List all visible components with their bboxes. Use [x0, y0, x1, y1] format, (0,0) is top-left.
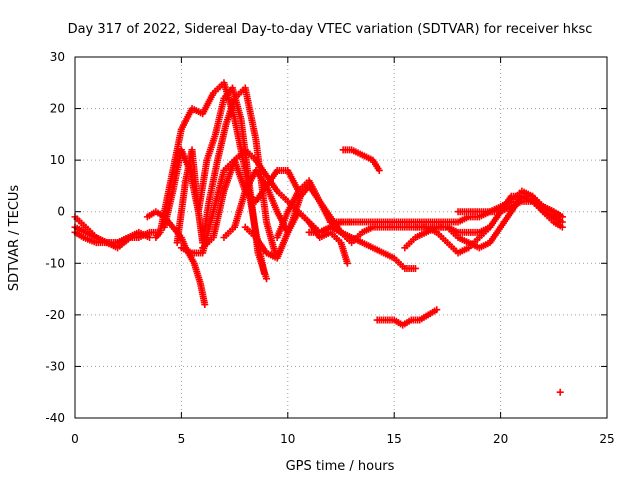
y-axis-ticks: -40 -30 -20 -10 0 10 20 30 [45, 50, 607, 425]
y-tick-label: 30 [50, 50, 65, 64]
data-points [71, 79, 566, 396]
y-tick-label: 20 [50, 102, 65, 116]
x-tick-label: 10 [280, 432, 295, 446]
series-arc-14 [339, 146, 383, 174]
data-point [556, 388, 564, 396]
chart-title: Day 317 of 2022, Sidereal Day-to-day VTE… [68, 22, 593, 37]
data-point [263, 275, 271, 283]
data-point [558, 223, 566, 231]
series-arc-17 [401, 192, 566, 252]
x-axis-label: GPS time / hours [286, 459, 395, 474]
data-point [126, 234, 134, 241]
y-tick-label: -10 [45, 256, 65, 270]
series-arc-20 [556, 388, 564, 396]
series-arc-2 [71, 223, 164, 247]
x-tick-label: 25 [599, 432, 614, 446]
series-arc-13 [305, 223, 419, 272]
series-arc-19 [454, 187, 566, 221]
y-tick-label: -40 [45, 411, 65, 425]
x-tick-label: 20 [493, 432, 508, 446]
plot-frame [74, 56, 608, 419]
series-arc-4 [143, 208, 209, 309]
y-tick-label: 0 [57, 205, 65, 219]
x-axis-ticks: 0 5 10 15 20 25 [71, 57, 615, 446]
series-arc-6 [160, 84, 271, 283]
series-arc-18 [411, 192, 566, 257]
y-tick-label: -30 [45, 359, 65, 373]
y-axis-label: SDTVAR / TECUs [7, 185, 22, 292]
x-tick-label: 5 [178, 432, 186, 446]
data-point [201, 301, 209, 309]
x-tick-label: 15 [387, 432, 402, 446]
data-point [411, 264, 419, 272]
data-point [558, 213, 566, 221]
y-tick-label: 10 [50, 153, 65, 167]
data-point [433, 306, 441, 314]
series-arc-15 [373, 306, 441, 329]
data-point [343, 259, 351, 267]
y-tick-label: -20 [45, 308, 65, 322]
x-tick-label: 0 [71, 432, 79, 446]
data-point [375, 166, 383, 174]
